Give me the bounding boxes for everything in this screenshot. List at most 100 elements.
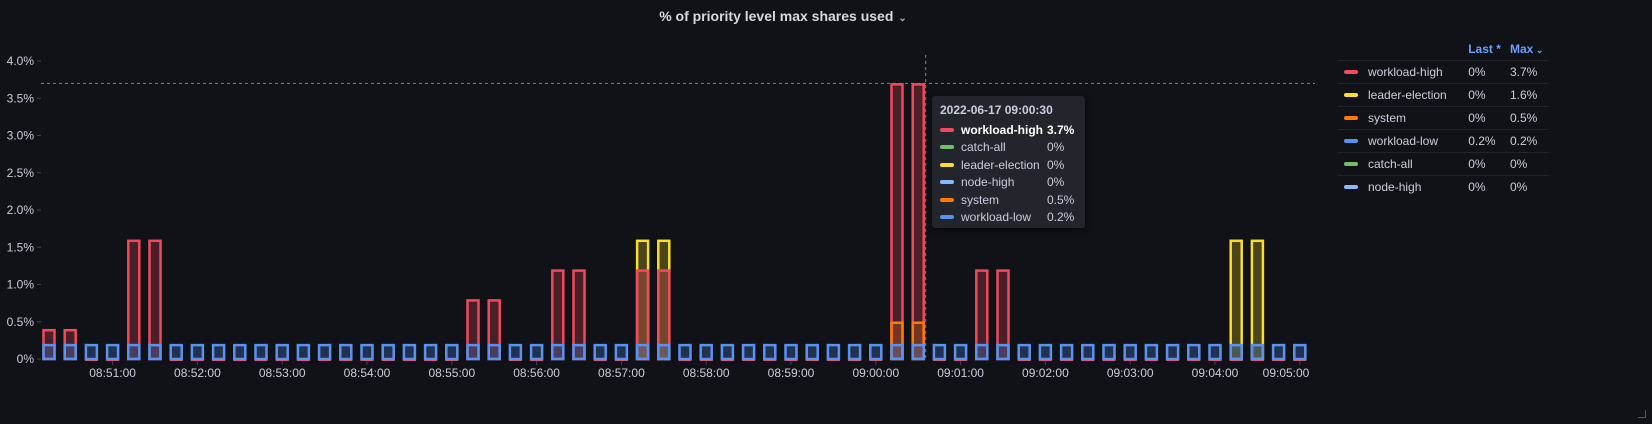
tooltip-series-name: workload-low: [961, 210, 1032, 225]
bar-workload-low: [911, 343, 925, 361]
series-color-swatch: [1344, 162, 1358, 166]
bar-workload-low: [529, 343, 544, 361]
series-color-swatch: [940, 215, 954, 220]
legend-item[interactable]: leader-election 0% 1.6%: [1338, 83, 1548, 106]
bar-workload-low: [699, 343, 713, 361]
legend-header-max[interactable]: Max ⌄: [1510, 42, 1544, 56]
bar-workload-low: [657, 343, 671, 361]
bar-workload-low: [127, 343, 141, 361]
bar-workload-low: [275, 343, 289, 361]
y-tick-label: 3.5%: [7, 91, 35, 105]
bar-workload-low: [1165, 343, 1180, 361]
bar-workload-low: [63, 343, 77, 361]
bar-workload-low: [1102, 343, 1116, 361]
x-tick-label: 08:52:00: [174, 366, 221, 380]
tooltip-series-name: node-high: [961, 175, 1015, 190]
x-tick-label: 08:56:00: [513, 366, 560, 380]
tooltip-series-name: system: [961, 192, 1000, 207]
series-color-swatch: [1344, 70, 1358, 74]
series-color-swatch: [1344, 139, 1358, 143]
bar-leader-election: [1250, 239, 1265, 361]
legend-last: 0%: [1468, 180, 1486, 194]
legend-table: Last * Max ⌄ workload-high 0% 3.7% leader-e…: [1338, 38, 1548, 198]
tooltip-row: catch-all 0%: [940, 139, 1077, 157]
bar-workload-low: [1187, 343, 1201, 361]
legend-max: 0.2%: [1510, 134, 1538, 148]
bar-workload-low: [105, 343, 120, 361]
tooltip-value: 3.7%: [1047, 122, 1075, 137]
x-tick-label: 08:51:00: [89, 366, 136, 380]
bar-workload-low: [1081, 343, 1095, 361]
bar-workload-low: [932, 343, 947, 361]
y-tick-label: 2.0%: [7, 203, 35, 217]
legend-max: 0.5%: [1510, 111, 1538, 125]
legend-item[interactable]: node-high 0% 0%: [1338, 175, 1548, 198]
tooltip-series-name: workload-high: [961, 122, 1043, 137]
legend-header-last[interactable]: Last *: [1468, 42, 1501, 56]
chevron-down-icon: ⌄: [898, 13, 907, 24]
legend-series-name: workload-high: [1368, 65, 1443, 79]
bar-workload-low: [614, 343, 629, 361]
tooltip-series-name: leader-election: [961, 157, 1040, 172]
legend-last: 0.2%: [1468, 134, 1496, 148]
y-tick-label: 1.5%: [7, 240, 35, 254]
legend-series-name: system: [1368, 111, 1407, 125]
bar-workload-low: [551, 343, 565, 361]
series-color-swatch: [1344, 185, 1358, 189]
bar-workload-low: [1229, 343, 1243, 361]
bar-workload-low: [445, 343, 459, 361]
bar-workload-high: [890, 83, 904, 361]
x-tick-label: 08:58:00: [683, 366, 730, 380]
y-tick-label: 2.5%: [7, 166, 35, 180]
panel-title[interactable]: % of priority level max shares used ⌄: [659, 8, 907, 24]
bar-workload-low: [339, 343, 353, 361]
legend-item[interactable]: workload-low 0.2% 0.2%: [1338, 129, 1548, 152]
bar-workload-low: [1208, 343, 1222, 361]
y-tick-label: 3.0%: [7, 129, 35, 143]
resize-handle[interactable]: [1638, 410, 1646, 418]
bar-workload-low: [402, 343, 417, 361]
legend-item[interactable]: workload-high 0% 3.7%: [1338, 60, 1548, 83]
legend-series-name: node-high: [1368, 180, 1422, 194]
bar-workload-low: [805, 343, 819, 361]
tooltip-value: 0%: [1047, 157, 1065, 172]
tooltip-row: leader-election 0%: [940, 156, 1077, 174]
bar-workload-low: [1059, 343, 1074, 361]
bar-workload-low: [508, 343, 523, 361]
legend-item[interactable]: system 0% 0.5%: [1338, 106, 1548, 129]
y-tick-label: 0.5%: [7, 315, 35, 329]
legend-series-name: leader-election: [1368, 88, 1447, 102]
legend-last: 0%: [1468, 157, 1486, 171]
bar-workload-low: [317, 343, 332, 361]
bar-workload-low: [423, 343, 438, 361]
tooltip-row: node-high 0%: [940, 174, 1077, 192]
bar-workload-low: [1017, 343, 1031, 361]
bar-workload-low: [593, 343, 607, 361]
series-color-swatch: [940, 180, 954, 185]
series-color-swatch: [1344, 93, 1358, 97]
legend-last: 0%: [1468, 65, 1486, 79]
bar-chart: 0% 0.5% 1.0% 1.5% 2.0% 2.5% 3.0% 3.5% 4.0% 08:51:…: [7, 54, 1315, 380]
legend-item[interactable]: catch-all 0% 0%: [1338, 152, 1548, 175]
x-tick-label: 09:00:00: [852, 366, 899, 380]
bar-workload-low: [190, 343, 205, 361]
bar-workload-low: [1123, 343, 1137, 361]
bar-workload-low: [572, 343, 586, 361]
bar-workload-low: [1144, 343, 1159, 361]
x-tick-label: 08:54:00: [344, 366, 391, 380]
x-tick-label: 09:04:00: [1192, 366, 1239, 380]
tooltip-time: 2022-06-17 09:00:30: [940, 103, 1053, 117]
x-tick-label: 09:03:00: [1107, 366, 1154, 380]
bar-workload-low: [84, 343, 99, 361]
bar-workload-low: [869, 343, 883, 361]
series-color-swatch: [940, 127, 954, 132]
y-tick-label: 0%: [17, 352, 35, 366]
legend-series-name: catch-all: [1368, 157, 1413, 171]
bar-workload-high: [911, 83, 925, 361]
bar-workload-low: [975, 343, 989, 361]
bar-workload-low: [360, 343, 374, 361]
tooltip: 2022-06-17 09:00:30 workload-high 3.7% cat…: [932, 96, 1085, 228]
bar-workload-low: [720, 343, 735, 361]
bar-workload-low: [890, 343, 904, 361]
tooltip-row: system 0.5%: [940, 191, 1077, 209]
